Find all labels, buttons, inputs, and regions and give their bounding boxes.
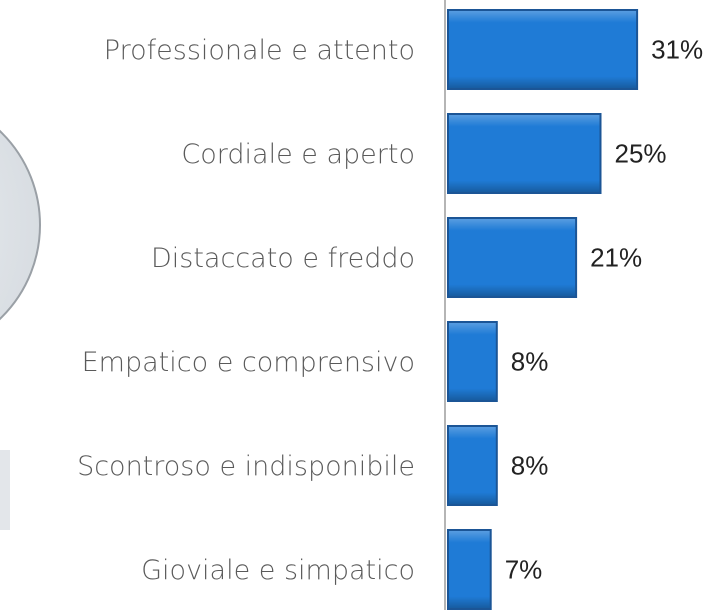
category-label: Scontroso e indisponibile [77, 451, 415, 482]
bar [447, 425, 498, 506]
value-label: 21% [590, 242, 642, 272]
category-label: Empatico e comprensivo [82, 347, 415, 378]
bar [447, 113, 602, 194]
bar [447, 321, 498, 402]
category-label: Professionale e attento [104, 35, 415, 66]
value-label: 25% [615, 138, 667, 168]
bar [447, 9, 639, 90]
value-label: 31% [651, 34, 703, 64]
magnifier-decoration [0, 129, 41, 530]
category-label: Distaccato e freddo [151, 243, 415, 274]
bar [447, 529, 492, 610]
category-label: Cordiale e aperto [181, 139, 415, 170]
value-label: 7% [505, 554, 543, 584]
value-label: 8% [511, 346, 549, 376]
bar [447, 217, 578, 298]
category-label: Gioviale e simpatico [141, 555, 415, 586]
value-label: 8% [511, 450, 549, 480]
